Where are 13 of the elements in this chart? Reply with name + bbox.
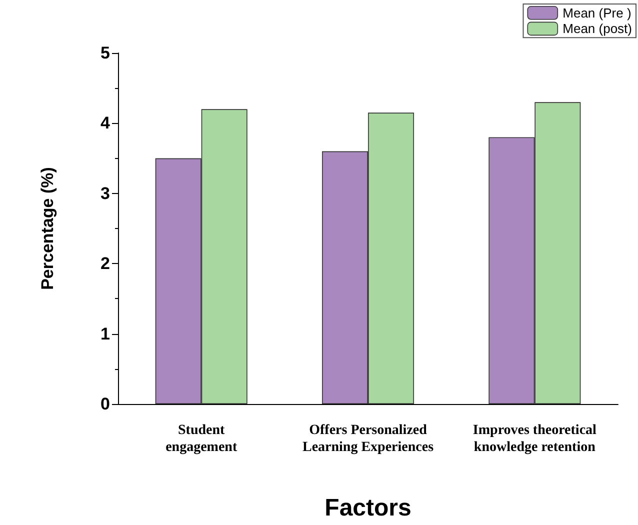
y-tick-label: 0 [100, 394, 110, 414]
legend-label: Mean (post) [562, 21, 632, 36]
x-tick-label: Offers Personalized Learning Experiences [302, 423, 434, 455]
y-tick-label: 5 [100, 44, 110, 62]
y-axis-title: Percentage (%) [38, 167, 57, 290]
y-tick-label: 4 [100, 114, 111, 133]
y-tick-label: 1 [100, 324, 110, 344]
y-tick-label: 2 [100, 254, 110, 274]
x-tick-label: Student engagement [166, 423, 238, 455]
x-axis-title: Factors [324, 494, 412, 522]
legend-label: Mean (Pre ) [562, 5, 632, 20]
x-tick-label: Improves theoretical knowledge retention [472, 423, 597, 455]
y-tick-label: 3 [100, 184, 110, 203]
